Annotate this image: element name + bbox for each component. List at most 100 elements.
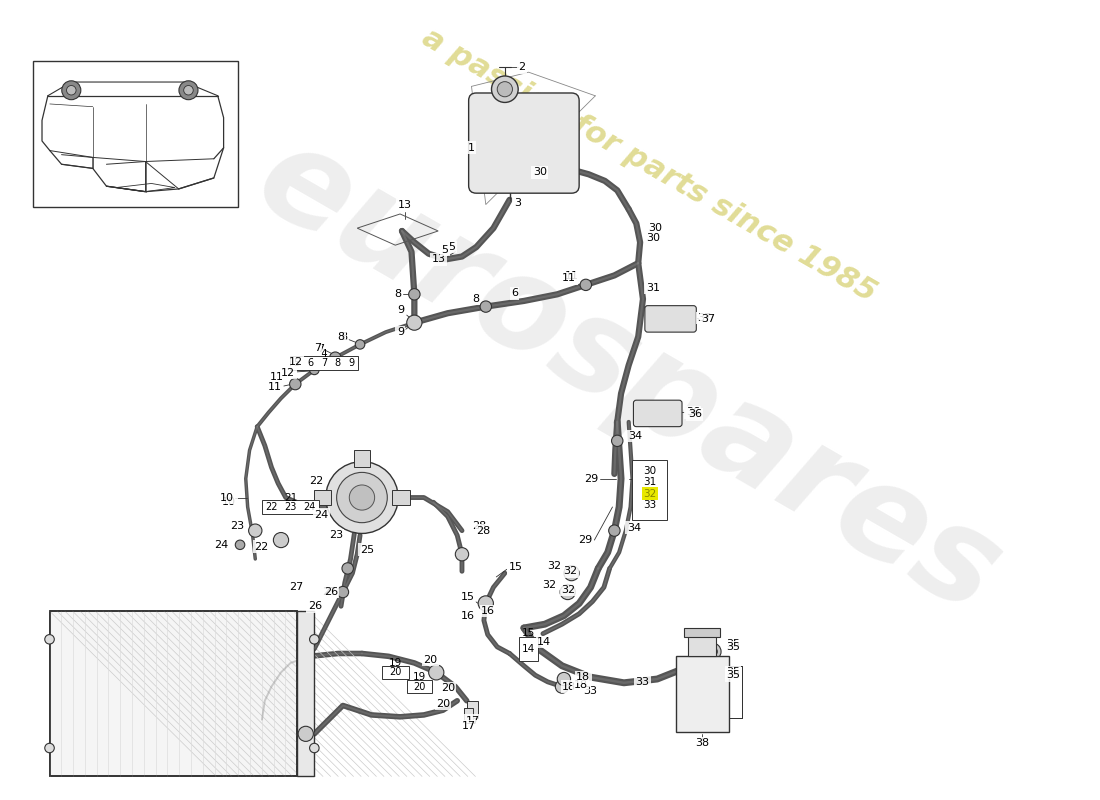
Circle shape bbox=[309, 743, 319, 753]
Text: 33: 33 bbox=[636, 677, 649, 687]
Bar bbox=[289, 356, 359, 370]
Circle shape bbox=[408, 289, 420, 300]
Text: 19: 19 bbox=[388, 658, 401, 668]
Bar bbox=[50, 611, 297, 776]
Circle shape bbox=[704, 643, 722, 660]
Text: 7: 7 bbox=[317, 344, 323, 354]
Text: 19: 19 bbox=[412, 672, 426, 682]
Circle shape bbox=[289, 378, 301, 390]
Circle shape bbox=[274, 533, 288, 548]
Text: 15: 15 bbox=[508, 562, 522, 573]
Text: 4: 4 bbox=[320, 349, 327, 359]
Text: 13: 13 bbox=[398, 199, 411, 210]
Text: 8: 8 bbox=[338, 332, 344, 342]
Circle shape bbox=[342, 562, 353, 574]
Circle shape bbox=[704, 664, 722, 681]
Text: 37: 37 bbox=[701, 314, 715, 324]
Bar bbox=[315, 490, 331, 505]
Circle shape bbox=[62, 81, 80, 100]
Bar bbox=[297, 611, 315, 776]
Text: 36: 36 bbox=[688, 410, 702, 419]
Text: 27: 27 bbox=[322, 587, 337, 597]
Circle shape bbox=[309, 366, 319, 374]
Text: 22: 22 bbox=[309, 475, 323, 486]
Text: 11: 11 bbox=[270, 371, 284, 382]
Text: 27: 27 bbox=[288, 582, 302, 592]
Text: 8: 8 bbox=[341, 332, 348, 342]
Circle shape bbox=[249, 524, 262, 538]
Circle shape bbox=[407, 315, 422, 330]
Text: 20: 20 bbox=[389, 667, 402, 678]
Text: 8: 8 bbox=[334, 358, 341, 368]
Text: 10: 10 bbox=[219, 493, 233, 502]
Bar bbox=[262, 500, 319, 514]
Text: 30: 30 bbox=[646, 233, 660, 242]
Circle shape bbox=[45, 634, 54, 644]
Text: 15: 15 bbox=[461, 592, 474, 602]
Text: 35: 35 bbox=[726, 639, 740, 649]
Text: 13: 13 bbox=[432, 254, 446, 264]
Circle shape bbox=[355, 340, 365, 349]
Bar bbox=[728, 666, 743, 718]
Text: 33: 33 bbox=[644, 500, 657, 510]
Text: 23: 23 bbox=[230, 521, 244, 531]
Text: 9: 9 bbox=[349, 358, 354, 368]
Circle shape bbox=[66, 86, 76, 95]
Circle shape bbox=[480, 301, 492, 312]
Text: 9: 9 bbox=[397, 327, 404, 337]
Text: 29: 29 bbox=[584, 474, 598, 484]
Circle shape bbox=[45, 743, 54, 753]
FancyBboxPatch shape bbox=[645, 306, 696, 332]
Text: 5: 5 bbox=[441, 245, 449, 255]
Text: 5: 5 bbox=[294, 358, 299, 368]
FancyBboxPatch shape bbox=[634, 400, 682, 426]
Text: 32: 32 bbox=[563, 566, 578, 576]
Circle shape bbox=[580, 279, 592, 290]
Text: 14: 14 bbox=[522, 644, 536, 654]
Text: 24: 24 bbox=[214, 540, 229, 550]
Text: 8: 8 bbox=[394, 290, 402, 299]
Text: 18: 18 bbox=[576, 672, 591, 682]
Circle shape bbox=[556, 680, 569, 693]
Text: 14: 14 bbox=[537, 637, 551, 647]
Circle shape bbox=[350, 485, 375, 510]
Text: 12: 12 bbox=[289, 358, 302, 367]
Bar bbox=[519, 638, 538, 661]
Text: 34: 34 bbox=[629, 431, 642, 441]
Text: 28: 28 bbox=[473, 521, 486, 531]
Text: 32: 32 bbox=[547, 561, 561, 570]
Text: 30: 30 bbox=[648, 223, 662, 233]
Text: 25: 25 bbox=[360, 545, 374, 554]
Circle shape bbox=[478, 596, 494, 611]
Text: 32: 32 bbox=[644, 489, 657, 498]
Bar bbox=[466, 701, 478, 718]
Bar bbox=[684, 628, 721, 638]
Text: 7: 7 bbox=[321, 358, 327, 368]
Text: 31: 31 bbox=[646, 282, 660, 293]
Text: a passion for parts since 1985: a passion for parts since 1985 bbox=[418, 22, 882, 307]
Text: 18: 18 bbox=[573, 680, 587, 690]
Text: 5: 5 bbox=[449, 242, 455, 252]
Text: 28: 28 bbox=[476, 526, 491, 536]
Text: 8: 8 bbox=[472, 294, 480, 304]
Circle shape bbox=[298, 726, 314, 742]
Text: 20: 20 bbox=[436, 698, 450, 709]
Text: 1: 1 bbox=[468, 143, 474, 153]
Text: 7: 7 bbox=[314, 343, 321, 353]
Text: 37: 37 bbox=[697, 313, 712, 323]
Text: 10: 10 bbox=[222, 498, 236, 507]
Circle shape bbox=[184, 86, 194, 95]
Text: 20: 20 bbox=[424, 655, 438, 665]
Text: 30: 30 bbox=[532, 167, 547, 178]
Text: 11: 11 bbox=[562, 274, 576, 283]
Bar bbox=[407, 680, 431, 693]
Circle shape bbox=[707, 647, 717, 656]
Text: 38: 38 bbox=[695, 738, 710, 748]
Text: 26: 26 bbox=[308, 602, 322, 611]
Text: 20: 20 bbox=[441, 683, 454, 694]
Circle shape bbox=[309, 634, 319, 644]
Text: 26: 26 bbox=[324, 587, 338, 597]
Text: 16: 16 bbox=[461, 610, 474, 621]
Bar bbox=[632, 460, 667, 520]
FancyBboxPatch shape bbox=[469, 93, 579, 193]
